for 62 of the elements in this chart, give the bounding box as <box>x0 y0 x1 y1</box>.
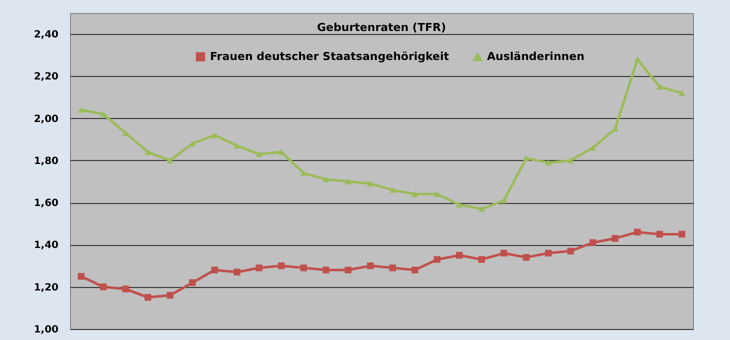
point <box>211 266 218 274</box>
legend-label: Frauen deutscher Staatsangehörigkeit <box>210 50 450 63</box>
y-tick-label: 1,60 <box>34 198 59 210</box>
point <box>278 262 285 270</box>
point <box>122 286 129 292</box>
point <box>634 228 641 236</box>
point <box>166 158 174 164</box>
text: Geburtenraten (TFR) <box>317 21 446 34</box>
point <box>567 158 574 164</box>
point <box>144 294 152 301</box>
point <box>344 266 352 274</box>
point <box>478 206 485 212</box>
point <box>256 264 262 272</box>
y-tick-label: 2,40 <box>34 30 59 41</box>
point <box>322 176 330 182</box>
point <box>567 248 574 254</box>
point <box>189 279 196 286</box>
point <box>545 160 552 166</box>
y-tick-label: 2,00 <box>34 114 59 125</box>
point <box>590 239 596 246</box>
point <box>634 56 641 62</box>
y-tick-label: 1,40 <box>34 240 59 252</box>
point <box>522 155 530 162</box>
point <box>211 132 218 138</box>
point <box>678 90 686 96</box>
point <box>367 180 374 187</box>
point <box>144 149 152 155</box>
point <box>389 264 396 272</box>
point <box>344 178 352 184</box>
point <box>322 266 330 274</box>
point <box>300 264 307 272</box>
point <box>500 250 508 257</box>
legend-label: Ausländerinnen <box>487 50 584 64</box>
point <box>656 84 663 90</box>
point <box>78 272 84 280</box>
point <box>434 191 440 198</box>
point <box>412 191 418 198</box>
point <box>456 252 463 259</box>
point <box>612 235 618 242</box>
point <box>78 107 84 113</box>
point <box>478 256 485 263</box>
y-tick-label: 1,20 <box>34 282 59 294</box>
point <box>590 144 596 151</box>
y-tick-label: 2,20 <box>34 72 59 83</box>
point <box>434 256 440 263</box>
point <box>300 170 307 176</box>
point <box>100 284 107 290</box>
point <box>545 250 552 257</box>
point <box>389 187 396 193</box>
point <box>234 268 240 276</box>
y-tick-label: 1,00 <box>34 324 59 336</box>
point <box>166 292 174 299</box>
point <box>500 198 508 204</box>
point <box>656 230 663 238</box>
point <box>234 142 240 149</box>
point <box>412 266 418 274</box>
y-tick-label: 1,80 <box>34 156 59 167</box>
point <box>678 230 686 238</box>
point <box>456 202 463 208</box>
point <box>256 151 262 158</box>
point <box>522 254 530 261</box>
point <box>367 262 374 270</box>
